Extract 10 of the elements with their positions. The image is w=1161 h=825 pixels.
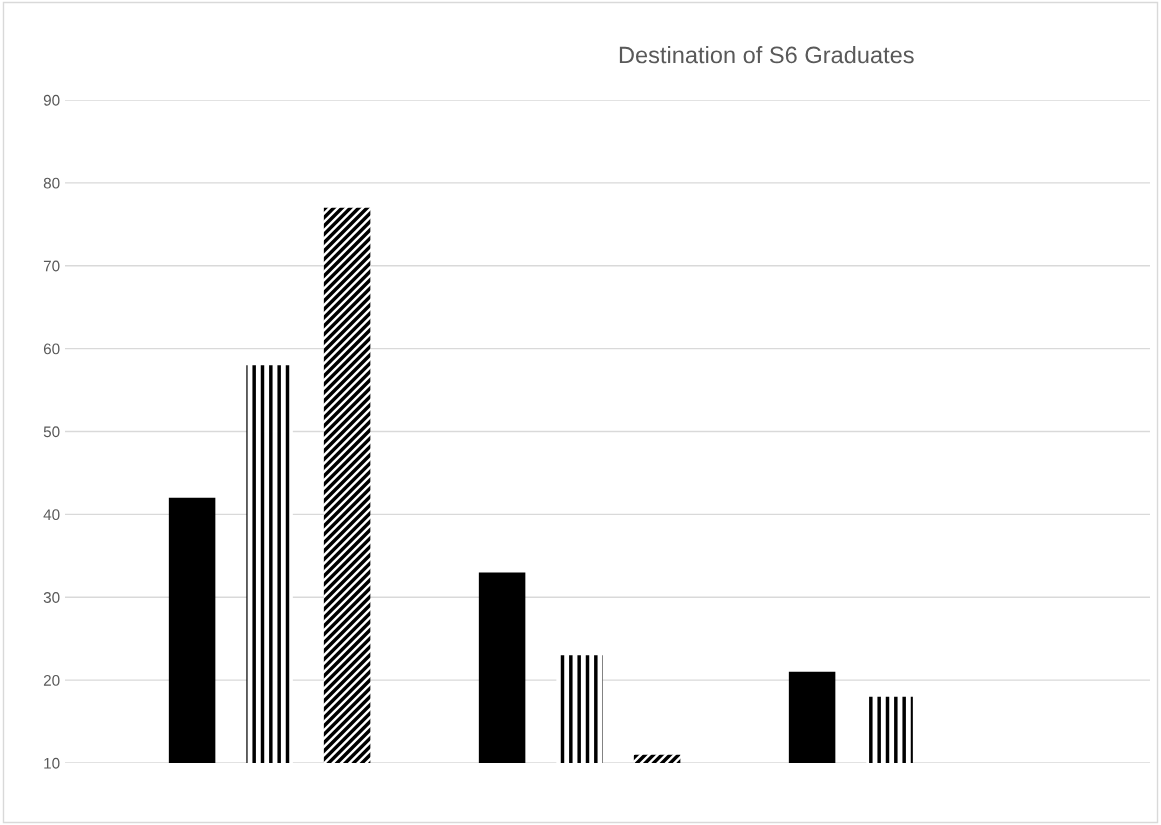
y-tick-label: 50: [43, 426, 60, 438]
y-tick-label: 60: [43, 343, 60, 355]
y-tick-label: 40: [43, 509, 60, 521]
y-tick-label: 10: [44, 757, 60, 769]
y-tick-label: 20: [43, 674, 60, 686]
y-tick-label: 30: [43, 592, 60, 603]
y-tick-label: 70: [43, 260, 60, 272]
y-tick-label: 90: [43, 94, 60, 106]
chart-title: Destination of S6 Graduates: [619, 46, 914, 64]
y-tick-label: 80: [43, 177, 60, 189]
